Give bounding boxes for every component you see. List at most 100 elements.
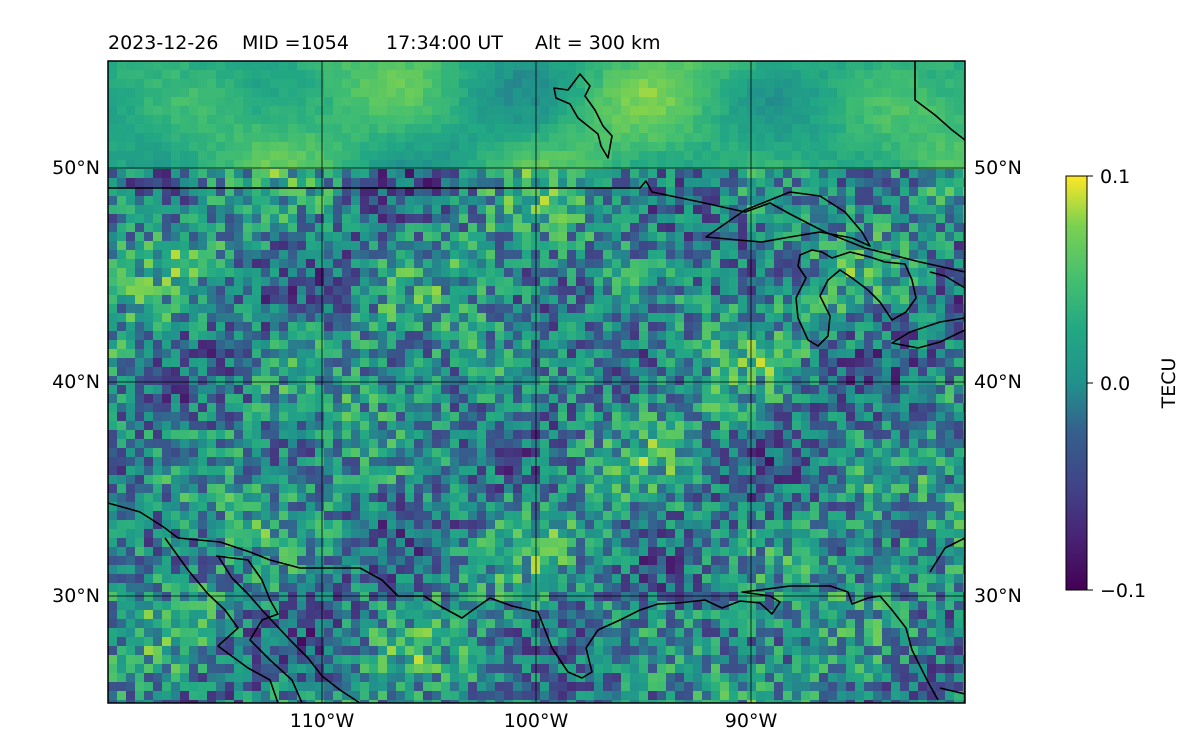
heatmap-cell <box>360 205 370 215</box>
heatmap-cell <box>144 340 154 350</box>
heatmap-cell <box>711 286 721 296</box>
heatmap-cell <box>450 313 460 323</box>
heatmap-cell <box>621 259 631 269</box>
heatmap-cell <box>234 367 244 377</box>
heatmap-cell <box>153 250 163 260</box>
heatmap-cell <box>162 223 172 233</box>
heatmap-cell <box>270 295 280 305</box>
heatmap-cell <box>333 349 343 359</box>
heatmap-cell <box>936 394 946 404</box>
heatmap-cell <box>819 277 829 287</box>
heatmap-cell <box>684 151 694 161</box>
heatmap-cell <box>639 304 649 314</box>
heatmap-cell <box>117 349 127 359</box>
heatmap-cell <box>261 223 271 233</box>
heatmap-cell <box>135 385 145 395</box>
heatmap-cell <box>729 412 739 422</box>
heatmap-cell <box>873 421 883 431</box>
heatmap-cell <box>306 331 316 341</box>
heatmap-cell <box>945 277 955 287</box>
heatmap-cell <box>495 304 505 314</box>
heatmap-cell <box>765 106 775 116</box>
heatmap-cell <box>855 457 865 467</box>
heatmap-cell <box>405 277 415 287</box>
heatmap-cell <box>792 403 802 413</box>
heatmap-cell <box>873 88 883 98</box>
heatmap-cell <box>252 277 262 287</box>
heatmap-cell <box>180 142 190 152</box>
heatmap-cell <box>360 403 370 413</box>
heatmap-cell <box>441 79 451 89</box>
heatmap-cell <box>216 259 226 269</box>
heatmap-cell <box>549 304 559 314</box>
heatmap-cell <box>540 277 550 287</box>
heatmap-cell <box>279 223 289 233</box>
heatmap-cell <box>126 151 136 161</box>
heatmap-cell <box>207 124 217 134</box>
heatmap-cell <box>504 142 514 152</box>
heatmap-cell <box>810 106 820 116</box>
heatmap-cell <box>747 124 757 134</box>
heatmap-cell <box>450 187 460 197</box>
heatmap-cell <box>324 394 334 404</box>
heatmap-cell <box>675 295 685 305</box>
heatmap-cell <box>477 241 487 251</box>
heatmap-cell <box>243 241 253 251</box>
heatmap-cell <box>477 232 487 242</box>
heatmap-cell <box>954 295 964 305</box>
heatmap-cell <box>855 304 865 314</box>
heatmap-cell <box>756 403 766 413</box>
heatmap-cell <box>936 142 946 152</box>
heatmap-cell <box>945 160 955 170</box>
heatmap-cell <box>495 223 505 233</box>
heatmap-cell <box>783 106 793 116</box>
heatmap-cell <box>117 439 127 449</box>
heatmap-cell <box>117 457 127 467</box>
heatmap-cell <box>954 448 964 458</box>
heatmap-cell <box>576 196 586 206</box>
heatmap-cell <box>675 484 685 494</box>
heatmap-cell <box>396 151 406 161</box>
heatmap-cell <box>459 322 469 332</box>
heatmap-cell <box>522 367 532 377</box>
heatmap-cell <box>936 430 946 440</box>
heatmap-cell <box>891 484 901 494</box>
heatmap-cell <box>756 187 766 197</box>
heatmap-cell <box>540 439 550 449</box>
heatmap-cell <box>828 70 838 80</box>
heatmap-cell <box>270 286 280 296</box>
heatmap-cell <box>603 268 613 278</box>
heatmap-cell <box>927 457 937 467</box>
heatmap-cell <box>117 106 127 116</box>
heatmap-cell <box>702 106 712 116</box>
heatmap-cell <box>108 88 118 98</box>
heatmap-cell <box>108 232 118 242</box>
heatmap-cell <box>468 115 478 125</box>
heatmap-cell <box>486 178 496 188</box>
heatmap-cell <box>414 448 424 458</box>
heatmap-cell <box>612 340 622 350</box>
heatmap-cell <box>774 421 784 431</box>
heatmap-cell <box>585 385 595 395</box>
heatmap-cell <box>108 277 118 287</box>
heatmap-cell <box>432 196 442 206</box>
heatmap-cell <box>846 493 856 503</box>
heatmap-cell <box>225 115 235 125</box>
heatmap-cell <box>558 250 568 260</box>
heatmap-cell <box>945 448 955 458</box>
heatmap-cell <box>549 106 559 116</box>
heatmap-cell <box>621 430 631 440</box>
heatmap-cell <box>693 385 703 395</box>
heatmap-cell <box>306 124 316 134</box>
heatmap-cell <box>747 331 757 341</box>
heatmap-cell <box>945 502 955 512</box>
heatmap-cell <box>918 151 928 161</box>
heatmap-cell <box>783 97 793 107</box>
heatmap-cell <box>837 268 847 278</box>
heatmap-cell <box>432 493 442 503</box>
heatmap-cell <box>657 520 667 530</box>
heatmap-cell <box>225 241 235 251</box>
heatmap-cell <box>801 178 811 188</box>
heatmap-cell <box>738 151 748 161</box>
heatmap-cell <box>315 151 325 161</box>
